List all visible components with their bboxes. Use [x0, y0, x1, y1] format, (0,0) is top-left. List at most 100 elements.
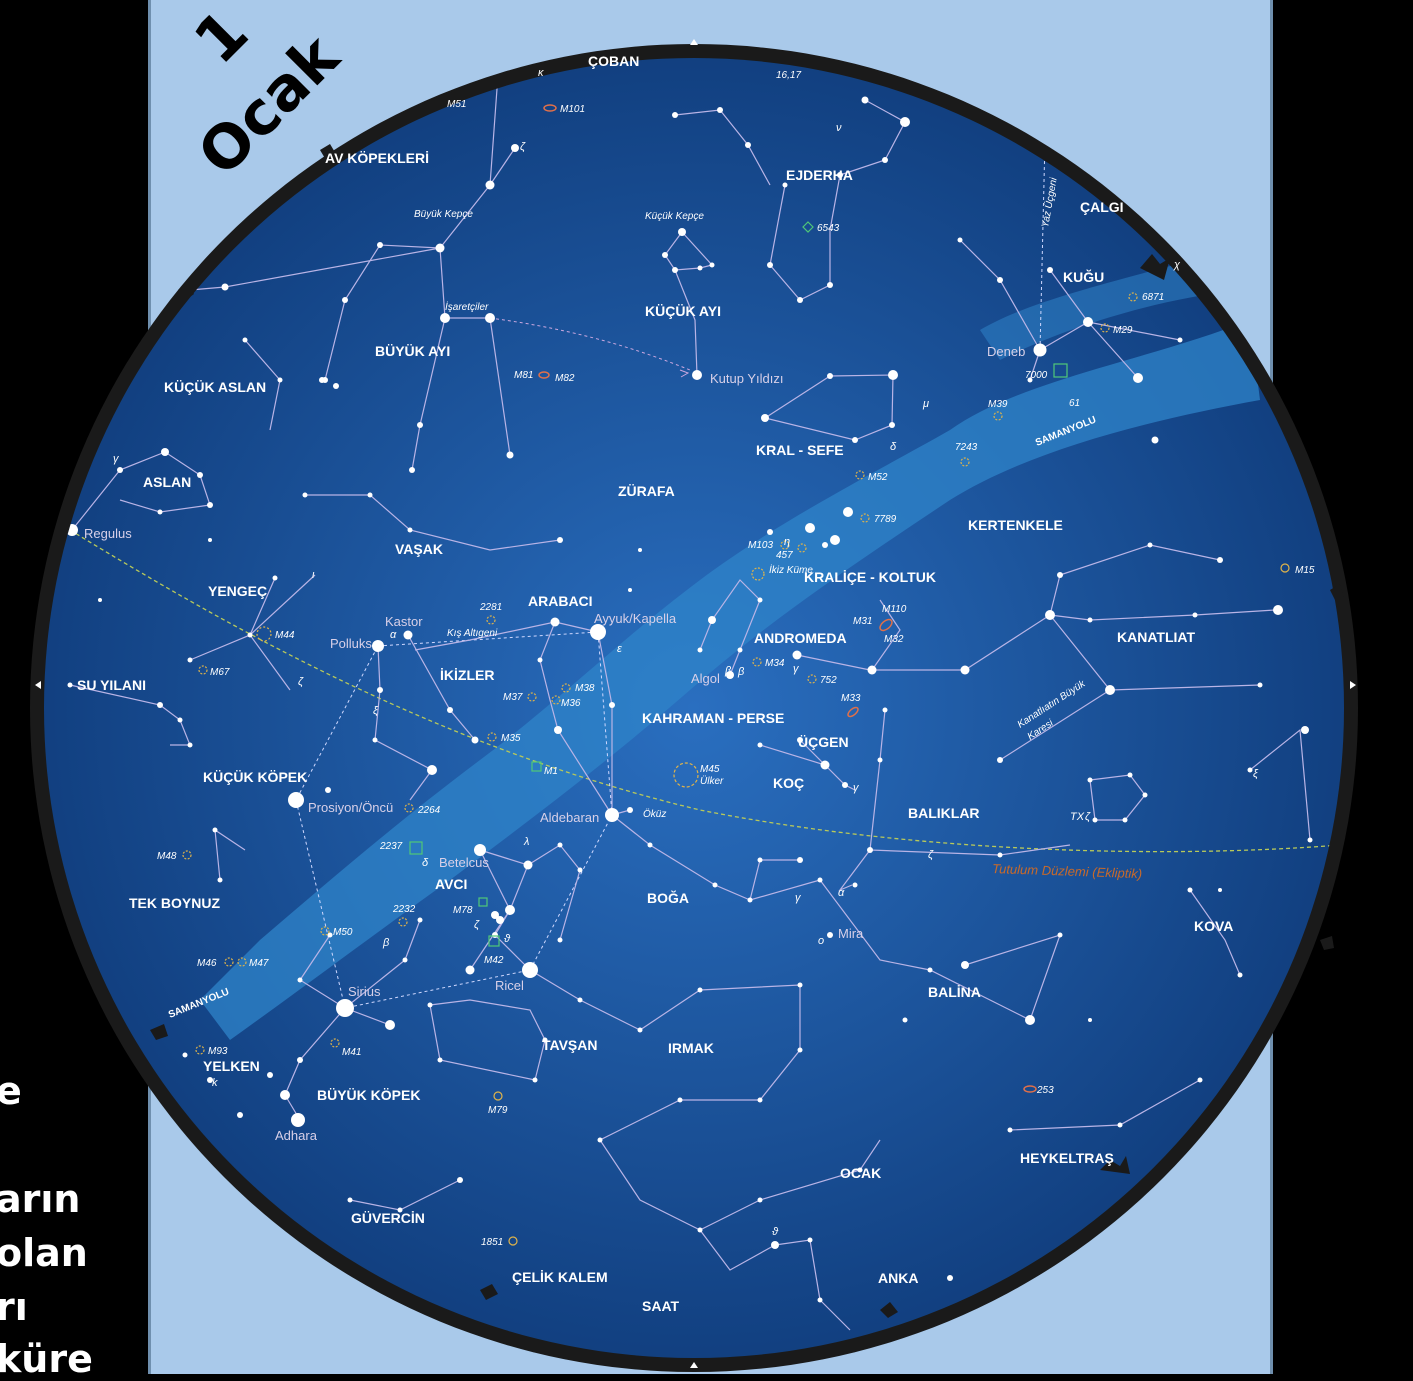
label-kugu: KUĞU: [1063, 268, 1104, 285]
label-av-kopekleri: AV KÖPEKLERİ: [325, 150, 429, 166]
svg-text:ζ: ζ: [520, 141, 526, 153]
label-ucgen: ÜÇGEN: [798, 734, 849, 750]
label-vasak: VAŞAK: [395, 541, 443, 557]
label-kucuk-ayi: KÜÇÜK AYI: [645, 303, 721, 319]
svg-text:δ: δ: [890, 441, 897, 453]
constellation-labels: ÇOBAN AV KÖPEKLERİ EJDERHA ÇALGI KUĞU KÜ…: [77, 53, 1233, 1314]
svg-text:γ: γ: [113, 453, 120, 465]
svg-text:k: k: [212, 1077, 218, 1089]
label-ecliptic: Tutulum Düzlemi (Ekliptik): [992, 861, 1142, 881]
label-kanatliat: KANATLIAT: [1117, 629, 1195, 645]
label-koc: KOÇ: [773, 775, 804, 791]
svg-text:7789: 7789: [874, 514, 897, 525]
label-buyuk-kopek: BÜYÜK KÖPEK: [317, 1087, 420, 1103]
milky-way-branch: [980, 250, 1240, 360]
label-mira: Mira: [838, 926, 864, 941]
label-baliklar: BALIKLAR: [908, 805, 980, 821]
star-labels: Regulus Kastor Polluks Ayyuk/Kapella Alg…: [84, 344, 1025, 1143]
svg-text:ι: ι: [312, 569, 315, 581]
label-kova: KOVA: [1194, 918, 1233, 934]
label-saat: SAAT: [642, 1298, 680, 1314]
svg-text:γ: γ: [795, 892, 802, 904]
label-yengec: YENGEÇ: [208, 583, 267, 599]
svg-text:M67: M67: [210, 667, 230, 678]
svg-text:752: 752: [820, 675, 837, 686]
svg-text:253: 253: [1036, 1085, 1054, 1096]
side-text-line-1: e: [0, 1069, 22, 1113]
svg-text:6543: 6543: [817, 223, 840, 234]
svg-text:M81: M81: [514, 370, 533, 381]
svg-text:2264: 2264: [417, 805, 441, 816]
label-buyuk-kepce: Büyük Kepçe: [414, 209, 473, 220]
svg-text:ζ: ζ: [928, 849, 934, 861]
svg-text:M41: M41: [342, 1047, 361, 1058]
svg-text:δ: δ: [422, 857, 429, 869]
svg-text:M33: M33: [841, 693, 861, 704]
svg-text:1851: 1851: [481, 1237, 503, 1248]
greek-letter-labels: κ ζ ν χ μ δ η α ε β γ ζ ξ λ ζ ϑ α γ ο γ …: [113, 67, 1259, 1238]
label-kapella: Ayyuk/Kapella: [594, 611, 677, 626]
label-zurafa: ZÜRAFA: [618, 483, 675, 499]
svg-text:M46: M46: [197, 958, 217, 969]
stars: [66, 70, 1313, 1303]
label-kertenkele: KERTENKELE: [968, 517, 1063, 533]
svg-text:M47: M47: [249, 958, 269, 969]
svg-text:M50: M50: [333, 927, 353, 938]
label-boga: BOĞA: [647, 889, 689, 906]
label-ikizler: İKİZLER: [440, 667, 494, 683]
summer-triangle-line: [1039, 139, 1046, 351]
label-ocak: OCAK: [840, 1165, 881, 1181]
label-heykeltras: HEYKELTRAŞ: [1020, 1150, 1114, 1166]
svg-text:η: η: [784, 536, 790, 548]
label-kralice-koltuk: KRALİÇE - KOLTUK: [804, 569, 936, 585]
label-irmak: IRMAK: [668, 1040, 714, 1056]
side-text-line-5: küre: [0, 1337, 93, 1381]
label-anka: ANKA: [878, 1270, 918, 1286]
svg-text:M44: M44: [275, 630, 295, 641]
label-kucuk-kepce: Küçük Kepçe: [645, 211, 704, 222]
label-calgi: ÇALGI: [1080, 199, 1124, 215]
label-algol: Algol: [691, 671, 720, 686]
label-kucuk-kopek: KÜÇÜK KÖPEK: [203, 769, 307, 785]
svg-text:2281: 2281: [479, 602, 502, 613]
label-deneb: Deneb: [987, 344, 1025, 359]
svg-text:γ: γ: [793, 663, 800, 675]
nebula-markers: [409, 221, 1068, 947]
svg-text:M79: M79: [488, 1105, 508, 1116]
pointer-line: [489, 317, 691, 371]
label-ejderha: EJDERHA: [786, 167, 853, 183]
svg-text:β: β: [737, 666, 745, 678]
label-ikiz-kume: İkiz Küme: [769, 564, 813, 576]
svg-text:M52: M52: [868, 472, 888, 483]
svg-text:M93: M93: [208, 1046, 228, 1057]
svg-text:2232: 2232: [392, 904, 416, 915]
svg-text:M78: M78: [453, 905, 473, 916]
svg-text:M101: M101: [560, 104, 585, 115]
deep-sky-markers: [182, 292, 1290, 1246]
label-kastor: Kastor: [385, 614, 423, 629]
label-prosiyon: Prosiyon/Öncü: [308, 800, 393, 815]
object-labels: M51 M101 16,17 6543 6871 M29 7000 M39 61…: [157, 70, 1315, 1248]
svg-text:M110: M110: [882, 604, 907, 615]
svg-text:M45: M45: [700, 764, 720, 775]
label-aslan: ASLAN: [143, 474, 191, 490]
side-text-line-4: rı: [0, 1285, 28, 1329]
svg-text:M35: M35: [501, 733, 521, 744]
svg-text:ϑ: ϑ: [772, 1226, 779, 1238]
svg-text:7000: 7000: [1025, 370, 1048, 381]
svg-text:M103: M103: [748, 540, 773, 551]
svg-text:μ: μ: [922, 398, 929, 410]
label-kis-altigeni: Kış Altıgeni: [447, 628, 498, 639]
svg-text:M1: M1: [544, 766, 558, 777]
svg-text:ξ: ξ: [373, 705, 379, 717]
label-tek-boynuz: TEK BOYNUZ: [129, 895, 220, 911]
svg-text:M38: M38: [575, 683, 595, 694]
svg-text:β: β: [724, 665, 732, 677]
svg-text:M32: M32: [884, 634, 904, 645]
label-okuz: Öküz: [643, 808, 666, 820]
label-su-yilani: SU YILANI: [77, 677, 146, 693]
label-isaretciler: İşaretçiler: [445, 301, 489, 313]
label-kral-sefe: KRAL - SEFE: [756, 442, 844, 458]
svg-text:M29: M29: [1113, 325, 1133, 336]
